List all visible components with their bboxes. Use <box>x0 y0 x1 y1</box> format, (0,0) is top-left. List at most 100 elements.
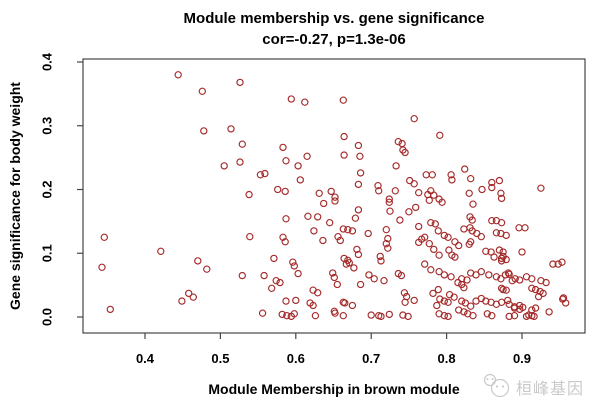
scatter-point <box>412 203 420 212</box>
scatter-point <box>178 297 186 305</box>
scatter-point <box>463 276 471 284</box>
scatter-point <box>236 78 244 87</box>
scatter-point <box>200 127 208 135</box>
scatter-point <box>460 308 468 316</box>
scatter-point <box>370 275 378 283</box>
scatter-point <box>157 247 165 255</box>
scatter-point <box>427 219 435 227</box>
scatter-point <box>185 289 193 298</box>
scatter-point <box>354 141 363 150</box>
scatter-point <box>415 189 423 197</box>
scatter-point <box>499 285 507 294</box>
scatter-point <box>279 143 287 152</box>
y-axis-tick-label: 0.3 <box>40 117 55 135</box>
scatter-point <box>505 312 513 321</box>
scatter-point <box>469 312 477 320</box>
scatter-point <box>382 240 390 248</box>
scatter-point <box>429 289 437 298</box>
scatter-point <box>451 238 459 246</box>
scatter-point <box>246 233 254 241</box>
scatter-point <box>495 246 504 254</box>
scatter-point <box>386 207 394 215</box>
x-axis-tick-label: 0.6 <box>287 351 305 366</box>
scatter-point <box>461 299 470 307</box>
watermark-text: 桓峰基因 <box>516 380 584 398</box>
scatter-point <box>174 71 182 79</box>
scatter-point <box>521 224 529 232</box>
scatter-point <box>319 236 327 245</box>
chart-subtitle: cor=-0.27, p=1.3e-06 <box>262 31 405 48</box>
scatter-point <box>467 302 475 310</box>
scatter-point <box>516 276 524 284</box>
scatter-point <box>477 268 485 276</box>
scatter-point <box>356 152 364 160</box>
scatter-point <box>281 238 289 246</box>
scatter-point <box>482 297 490 305</box>
scatter-point <box>281 187 289 196</box>
scatter-point <box>294 162 302 170</box>
scatter-point <box>554 260 562 268</box>
scatter-point <box>282 157 290 165</box>
scatter-point <box>528 312 536 320</box>
scatter-point <box>198 87 206 95</box>
scatter-point <box>410 115 418 123</box>
scatter-point <box>282 297 290 305</box>
scatter-point <box>287 95 295 103</box>
scatter-point <box>404 312 412 321</box>
scatter-point <box>377 257 385 265</box>
scatter-point <box>290 310 298 318</box>
chart-title: Module membership vs. gene significance <box>184 10 485 27</box>
scatter-point <box>537 184 545 192</box>
scatter-point <box>461 165 469 173</box>
scatter-point <box>448 176 456 184</box>
scatter-point <box>392 162 400 170</box>
x-axis-tick-label: 0.4 <box>136 351 155 366</box>
scatter-point <box>451 253 459 261</box>
scatter-point <box>444 233 452 241</box>
scatter-point <box>490 253 498 261</box>
scatter-point <box>478 185 486 194</box>
scatter-point <box>465 189 473 197</box>
scatter-point <box>447 171 455 179</box>
scatter-point <box>309 301 317 310</box>
scatter-point <box>260 271 268 280</box>
scatter-point <box>336 236 344 245</box>
scatter-point <box>385 310 393 319</box>
scatter-point <box>327 187 335 196</box>
scatter-point <box>391 187 399 195</box>
scatter-point <box>428 171 436 179</box>
scatter-point <box>344 226 352 234</box>
x-axis-tick-label: 0.5 <box>211 351 229 366</box>
scatter-point <box>256 171 265 179</box>
scatter-point <box>339 225 347 233</box>
scatter-point <box>367 311 375 319</box>
scatter-point <box>440 297 448 305</box>
scatter-point <box>236 158 244 166</box>
scatter-point <box>227 125 235 133</box>
scatter-point <box>542 278 550 287</box>
scatter-point <box>435 268 443 276</box>
scatter-point <box>314 213 322 221</box>
scatter-point <box>410 296 418 305</box>
scatter-point <box>505 270 513 278</box>
scatter-point <box>272 277 280 285</box>
scatter-point <box>425 240 433 248</box>
scatter-point <box>354 250 363 259</box>
scatter-point <box>238 271 246 280</box>
scatter-point <box>497 219 506 227</box>
scatter-point <box>460 225 468 233</box>
scatter-point <box>488 178 496 187</box>
scatter-point <box>220 162 228 170</box>
scatter-point <box>376 252 384 261</box>
scatter-point <box>356 280 365 289</box>
scatter-point <box>440 271 448 279</box>
scatter-point <box>447 273 455 281</box>
scatter-point <box>397 271 406 280</box>
scatter-point <box>350 264 358 272</box>
scatter-point <box>398 139 406 148</box>
scatter-point <box>331 309 339 317</box>
scatter-point <box>467 175 475 183</box>
scatter-point <box>340 132 348 141</box>
scatter-point <box>518 248 526 256</box>
